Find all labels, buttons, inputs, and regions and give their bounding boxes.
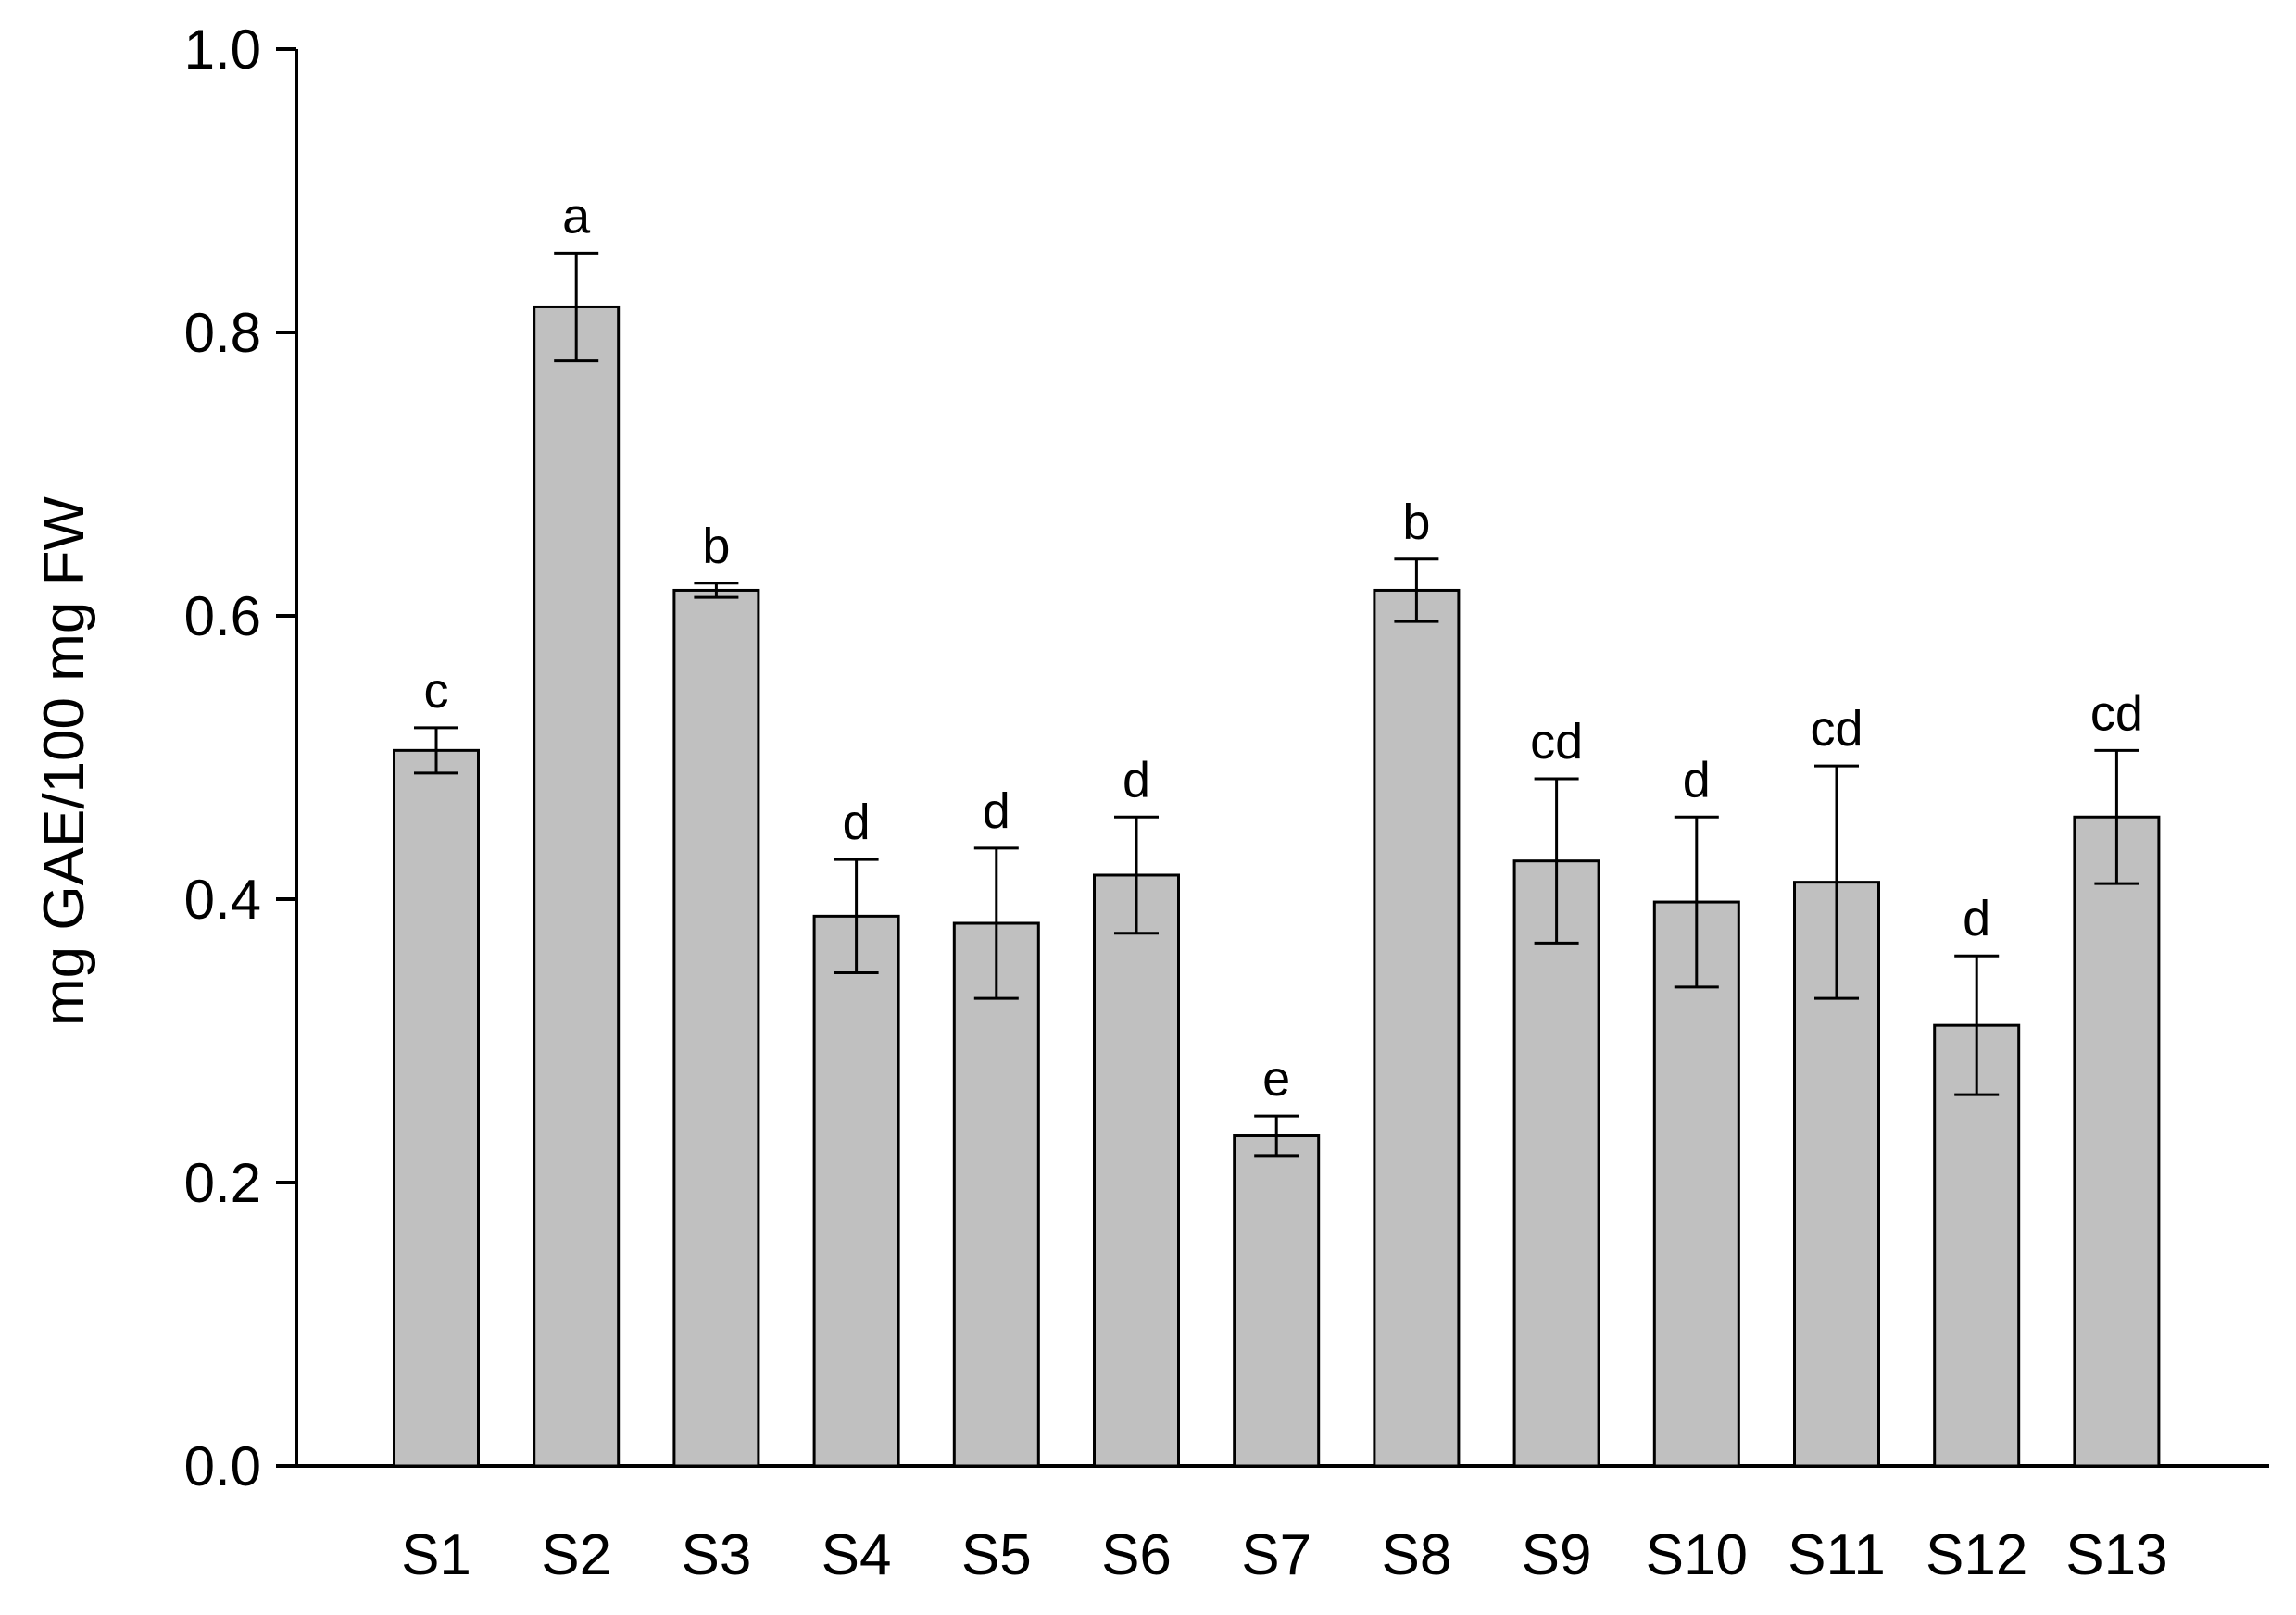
bar [672, 588, 760, 1468]
y-tick-label: 1.0 [184, 19, 261, 81]
significance-label: a [562, 188, 591, 244]
significance-label: b [1402, 495, 1430, 550]
x-tick-label: S11 [1788, 1523, 1886, 1587]
y-tick-label: 0.6 [184, 585, 261, 647]
bar [812, 914, 900, 1468]
significance-label: d [983, 783, 1010, 839]
x-tick-label: S6 [1101, 1523, 1172, 1587]
y-tick-label: 0.0 [184, 1435, 261, 1497]
x-tick-label: S2 [541, 1523, 611, 1587]
x-tick-label: S4 [822, 1523, 892, 1587]
x-axis: S1 S2 S3 S4 S5 S6 S7 S8 S9 S10 S11 S12 S13 [296, 1464, 2269, 1587]
bar [393, 748, 480, 1468]
bars [393, 305, 2161, 1468]
error-bars [414, 251, 2139, 1158]
significance-labels: c a b d d d e b cd d cd d cd [424, 188, 2143, 1107]
x-tick-label: S3 [681, 1523, 751, 1587]
significance-label: e [1262, 1051, 1290, 1107]
significance-label: d [1683, 752, 1711, 808]
bar [1652, 900, 1740, 1468]
bar [1233, 1134, 1321, 1468]
bar [2073, 815, 2161, 1468]
x-tick-label: S12 [1926, 1523, 2027, 1587]
x-tick-label: S8 [1381, 1523, 1451, 1587]
bar [952, 921, 1040, 1468]
significance-label: b [702, 519, 730, 574]
significance-label: d [843, 795, 871, 850]
significance-label: c [424, 663, 449, 719]
y-axis-label: mg GAE/100 mg FW [32, 496, 96, 1026]
bar [1933, 1023, 2021, 1468]
bar [1512, 859, 1600, 1468]
x-tick-label: S5 [961, 1523, 1032, 1587]
bar [533, 305, 621, 1468]
x-tick-label: S10 [1646, 1523, 1748, 1587]
y-tick-label: 0.8 [184, 302, 261, 364]
significance-label: cd [1810, 701, 1863, 757]
significance-label: d [1963, 891, 1990, 946]
y-tick-label: 0.2 [184, 1152, 261, 1214]
significance-label: cd [2090, 685, 2143, 741]
x-tick-label: S9 [1522, 1523, 1592, 1587]
bar [1373, 588, 1461, 1468]
y-tick-label: 0.4 [184, 869, 261, 931]
x-tick-label: S1 [401, 1523, 471, 1587]
x-tick-label: S13 [2065, 1523, 2167, 1587]
significance-label: cd [1530, 714, 1583, 770]
significance-label: d [1123, 752, 1150, 808]
bar [1093, 873, 1180, 1468]
x-tick-label: S7 [1241, 1523, 1311, 1587]
y-axis: 0.0 0.2 0.4 0.6 0.8 1.0 [184, 19, 298, 1497]
